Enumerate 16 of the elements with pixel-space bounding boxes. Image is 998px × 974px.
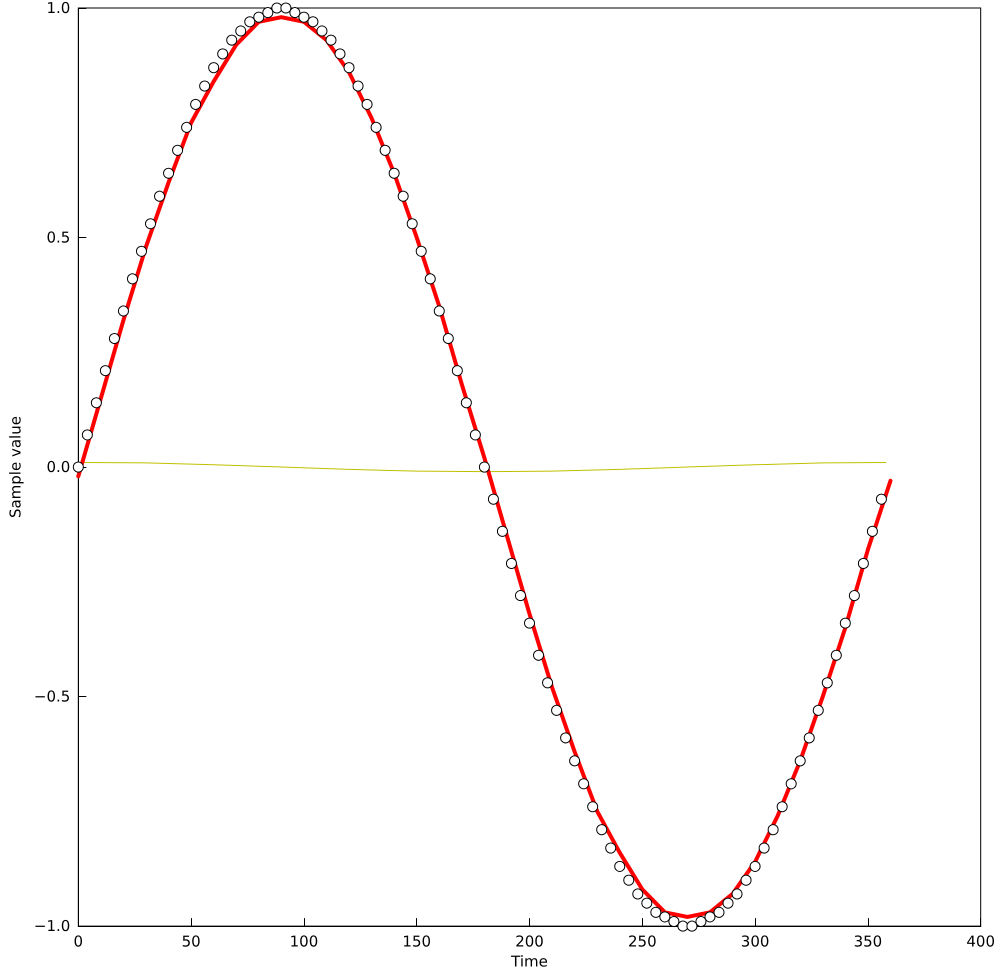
y-tick-label: −1.0 <box>34 917 70 936</box>
y-tick-label: 0.5 <box>46 228 70 247</box>
x-tick-label: 0 <box>74 932 84 951</box>
x-tick-label: 350 <box>854 932 882 951</box>
x-tick-label: 400 <box>966 932 996 951</box>
y-axis-title: Sample value <box>6 416 24 518</box>
x-axis-title: Time <box>510 952 548 970</box>
x-tick-label: 150 <box>402 932 432 951</box>
x-tick-label: 100 <box>290 932 318 951</box>
x-tick-label: 200 <box>515 932 544 951</box>
x-tick-label: 300 <box>740 932 770 951</box>
y-tick-label: 1.0 <box>46 0 70 17</box>
x-tick-label: 250 <box>628 932 657 951</box>
y-tick-label: 0.0 <box>46 458 70 476</box>
x-tick-label: 50 <box>182 932 201 951</box>
y-tick-label: −0.5 <box>34 688 70 706</box>
